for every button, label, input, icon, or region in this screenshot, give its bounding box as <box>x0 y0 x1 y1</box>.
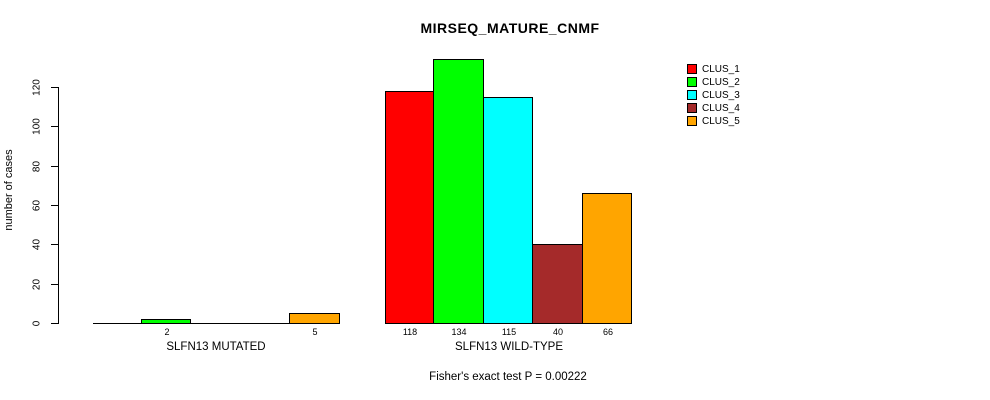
y-axis-tick-label: 20 <box>31 278 43 291</box>
y-axis-tick-label: 60 <box>31 199 43 212</box>
bar-clus_1-group2 <box>385 91 434 324</box>
subtitle-fisher-test: Fisher's exact test P = 0.00222 <box>429 371 587 383</box>
legend-label-clus_4: CLUS_4 <box>702 103 740 114</box>
bar-value-label: 115 <box>501 327 517 337</box>
y-axis-tick-label: 100 <box>31 118 43 135</box>
legend-swatch-clus_4 <box>687 103 697 113</box>
legend-label-clus_3: CLUS_3 <box>702 90 740 101</box>
y-axis-tick <box>51 205 58 206</box>
bar-clus_2-group2 <box>433 59 484 324</box>
bar-value-label: 5 <box>312 327 318 337</box>
y-axis-tick <box>51 126 58 127</box>
legend-label-clus_1: CLUS_1 <box>702 64 740 75</box>
category-label-2: SLFN13 WILD-TYPE <box>455 341 563 353</box>
bar-clus_1-group1-zero <box>93 323 142 324</box>
legend-swatch-clus_1 <box>687 64 697 74</box>
bar-value-label: 118 <box>402 327 418 337</box>
bar-clus_4-group1-zero <box>241 323 290 324</box>
bar-value-label: 134 <box>451 327 467 337</box>
y-axis-tick-label: 0 <box>31 320 43 327</box>
legend-label-clus_2: CLUS_2 <box>702 77 740 88</box>
legend-swatch-clus_2 <box>687 77 697 87</box>
y-axis-tick <box>51 87 58 88</box>
y-axis-tick <box>51 323 58 324</box>
y-axis-title: number of cases <box>3 149 15 231</box>
chart-title: MIRSEQ_MATURE_CNMF <box>420 20 600 36</box>
bar-clus_5-group1 <box>289 313 340 324</box>
category-label-1: SLFN13 MUTATED <box>166 341 266 353</box>
legend-swatch-clus_5 <box>687 116 697 126</box>
bar-clus_4-group2 <box>532 244 583 324</box>
legend-swatch-clus_3 <box>687 90 697 100</box>
y-axis-tick <box>51 244 58 245</box>
bar-value-label: 2 <box>164 327 170 337</box>
legend-label-clus_5: CLUS_5 <box>702 116 740 127</box>
bar-clus_3-group1-zero <box>191 323 241 324</box>
bar-clus_2-group1 <box>141 319 191 324</box>
bar-clus_5-group2 <box>582 193 632 324</box>
bar-value-label: 40 <box>552 327 563 337</box>
y-axis-tick-label: 40 <box>31 238 43 251</box>
bar-value-label: 66 <box>602 327 613 337</box>
bar-clus_3-group2 <box>483 97 533 324</box>
y-axis-tick <box>51 166 58 167</box>
y-axis-tick <box>51 284 58 285</box>
y-axis-tick-label: 80 <box>31 160 43 173</box>
y-axis-line <box>58 87 59 324</box>
y-axis-tick-label: 120 <box>31 79 43 96</box>
